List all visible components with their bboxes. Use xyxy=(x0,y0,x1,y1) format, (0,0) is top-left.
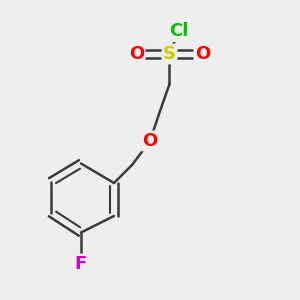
Text: Cl: Cl xyxy=(169,22,188,40)
Text: F: F xyxy=(75,255,87,273)
Text: S: S xyxy=(163,45,176,63)
Text: O: O xyxy=(195,45,210,63)
Text: O: O xyxy=(142,132,158,150)
Text: O: O xyxy=(129,45,144,63)
